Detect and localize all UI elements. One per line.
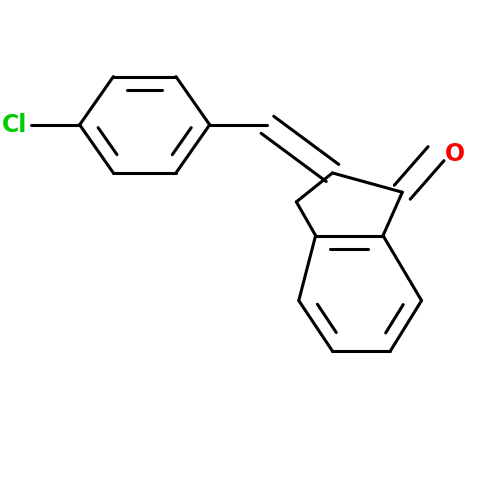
Text: Cl: Cl bbox=[2, 113, 28, 137]
Text: O: O bbox=[444, 142, 465, 166]
